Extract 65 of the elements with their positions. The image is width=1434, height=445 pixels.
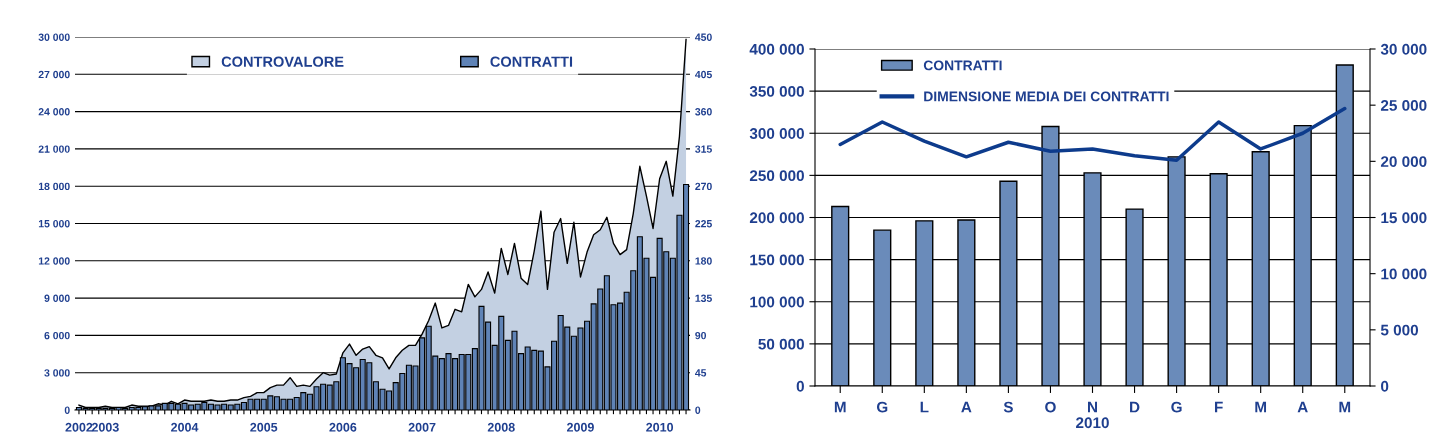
y2-tick-label: 225 [695, 220, 712, 228]
x-tick-label: A [961, 401, 972, 413]
y2-tick-label: 20 000 [1380, 156, 1427, 168]
y2-tick-label: 45 [695, 369, 707, 377]
y2-tick-label: 5 000 [1380, 324, 1419, 336]
y-tick-label: 3 000 [44, 369, 70, 377]
y-tick-label: 50 000 [758, 338, 804, 350]
x-tick-label: G [876, 401, 888, 413]
y2-tick-label: 270 [695, 182, 712, 191]
x-tick-label: 2002 [65, 422, 93, 432]
y-tick-label: 30 000 [38, 33, 70, 41]
y-tick-label: 400 000 [749, 43, 804, 55]
x-tick-label: D [1130, 401, 1140, 413]
x-tick-label: 2008 [487, 422, 515, 432]
x-tick-label: 2004 [171, 422, 199, 432]
y2-tick-label: 135 [695, 294, 712, 302]
y-tick-label: 9 000 [44, 294, 70, 302]
x-tick-label: 2010 [646, 422, 674, 432]
x-tick-label: N [1088, 401, 1097, 413]
y-tick-label: 0 [64, 406, 70, 414]
x-tick-label: 2005 [250, 422, 278, 432]
y-tick-label: 6 000 [44, 331, 70, 340]
y-tick-label: 18 000 [38, 182, 70, 191]
y2-tick-label: 30 000 [1380, 43, 1427, 55]
y-tick-label: 200 000 [749, 212, 804, 224]
y-tick-label: 21 000 [38, 145, 70, 153]
y-tick-label: 12 000 [38, 257, 70, 265]
y2-tick-label: 360 [695, 108, 712, 116]
y-tick-label: 150 000 [750, 254, 804, 266]
y2-tick-label: 15 000 [1381, 212, 1427, 224]
y2-tick-label: 0 [695, 406, 701, 414]
y-tick-label: 15 000 [38, 220, 70, 228]
y2-tick-label: 10 000 [1381, 268, 1427, 280]
legend-label: CONTRATTI [490, 56, 573, 67]
y-tick-label: 100 000 [750, 296, 804, 308]
x-tick-label: M [1255, 401, 1267, 413]
y2-tick-label: 180 [695, 257, 712, 265]
y2-tick-label: 25 000 [1380, 100, 1427, 111]
x-tick-label: A [1297, 401, 1308, 413]
x-tick-label: L [920, 401, 929, 413]
x-tick-label: 2009 [566, 422, 594, 432]
x-tick-label: 2007 [408, 422, 436, 432]
x-tick-label: 2006 [329, 422, 357, 432]
y2-tick-label: 90 [695, 331, 707, 340]
legend-label: CONTRATTI [923, 60, 1002, 71]
legend-label: DIMENSIONE MEDIA DEI CONTRATTI [924, 91, 1169, 102]
y-tick-label: 250 000 [749, 170, 804, 182]
x-tick-label: O [1045, 401, 1056, 413]
x-tick-label: F [1214, 401, 1223, 413]
x-tick-label: S [1003, 401, 1013, 413]
y-tick-label: 350 000 [749, 85, 804, 97]
y2-tick-label: 450 [695, 33, 712, 41]
y-tick-label: 27 000 [38, 70, 70, 79]
x-tick-label: 2003 [91, 422, 119, 432]
x-tick-label: M [1339, 401, 1351, 413]
line-series [838, 106, 1347, 162]
y2-tick-label: 405 [695, 70, 712, 79]
legend-label: CONTROVALORE [221, 56, 344, 67]
y-tick-label: 0 [796, 380, 804, 392]
x-tick-label: M [834, 401, 846, 413]
y2-tick-label: 0 [1381, 380, 1389, 392]
x-tick-label: G [1171, 401, 1182, 413]
y2-tick-label: 315 [695, 145, 712, 153]
y-tick-label: 24 000 [38, 108, 70, 116]
y-tick-label: 300 000 [749, 128, 804, 139]
